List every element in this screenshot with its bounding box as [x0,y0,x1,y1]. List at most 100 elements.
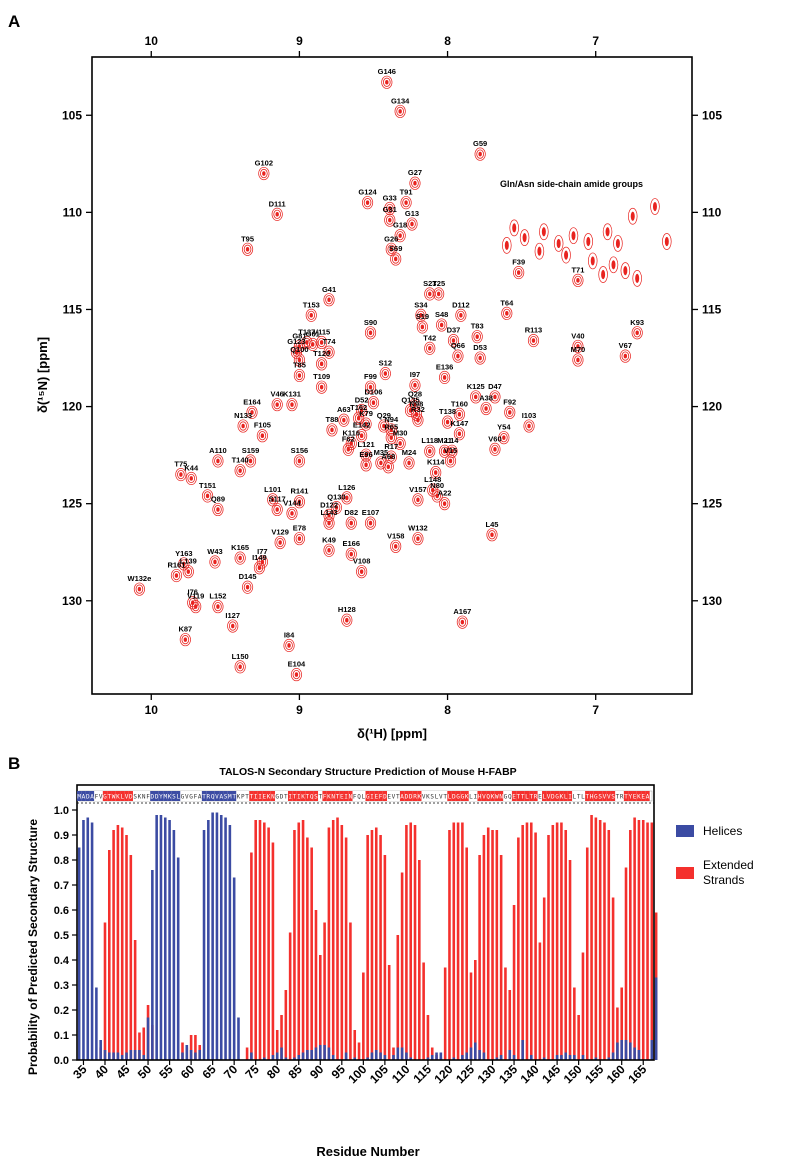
sequence-residue: G [461,794,465,801]
sequence-residue-bg [124,791,129,801]
nmr-peak-core [349,520,353,526]
nmr-peak-core [194,604,198,609]
peak-label: T162 [350,403,367,412]
sequence-residue: N [331,794,335,801]
helix-bar [155,815,158,1060]
nmr-peak-core [635,330,639,336]
nmr-peak-contour [482,403,490,414]
nmr-peak-contour [529,335,538,346]
helix-bar [560,1055,563,1060]
nmr-peak-core [389,427,393,433]
sidechain-peak [602,223,613,241]
nmr-peak-contour [414,534,422,544]
sequence-residue-bg [348,791,353,801]
sequence-residue: F [353,794,357,801]
helix-bar [185,1045,189,1060]
nmr-peak [362,196,374,210]
nmr-peak [227,619,239,633]
helix-bar [194,1052,197,1060]
hsqc-spectrum-chart: 10 10 9 9 8 8 7 7 105 105 110 110 115 115 120 120 125 125… [35,34,722,741]
helix-bar [439,1052,443,1060]
sequence-residue-bg [141,791,146,801]
peak-label: Y54 [497,423,511,432]
helix-bar [103,1050,107,1060]
x-tick-label: 115 [410,1062,434,1086]
strand-bar [517,837,520,1060]
nmr-peak-core [416,497,420,503]
nmr-peak-contour [473,332,481,342]
peak-label: N133 [234,411,252,420]
sequence-residue-bg [554,791,560,801]
sequence-residue: T [521,794,525,801]
nmr-peak-contour [458,617,467,627]
helix-bar [573,1055,576,1060]
nmr-peak-contour [440,446,449,456]
peak-label: Q28 [408,390,422,399]
nmr-peak-contour [295,355,304,365]
nmr-peak-core [231,623,235,629]
nmr-peak-contour [437,320,446,330]
nmr-peak [242,580,254,594]
strand-bar [181,1042,184,1060]
nmr-peak-contour [343,615,351,625]
sequence-residue-bg [524,791,530,801]
y-tick-label-right: 105 [702,108,722,122]
nmr-peak-core [435,493,439,499]
strand-bar [357,1042,361,1060]
nmr-peak [480,401,492,416]
x-tick-label: 9 [296,703,303,717]
sequence-residue-bg [343,791,349,801]
nmr-peak-core [439,322,444,328]
sequence-residue-bg [425,791,431,801]
helix-bar [323,1045,326,1060]
nmr-peak-contour [357,431,366,441]
helix-bar [138,1050,141,1060]
sequence-residue-bg [374,791,379,801]
nmr-peak [256,429,268,443]
nmr-peak-core [278,540,282,545]
peak-label: L139 [180,557,197,566]
nmr-peak [394,436,406,451]
peak-label: G81 [292,331,306,340]
helix-bar [228,825,232,1060]
y-tick-label: 115 [63,302,83,316]
nmr-peak-contour [418,322,427,332]
strand-bar [336,817,339,1060]
nmr-peak-contour [384,462,393,472]
nmr-peak-contour [239,421,247,431]
nmr-peak-core [260,433,265,439]
hsqc-plot-frame [91,56,693,695]
peak-label: G124 [358,188,377,197]
sidechain-peak-core [611,260,616,270]
sidechain-peak-core [541,227,546,237]
strand-bar [430,1047,434,1060]
nmr-peak-contour [214,504,222,515]
nmr-peak [631,326,643,340]
nmr-peak-core [419,312,423,318]
strand-bar [426,1015,430,1060]
peak-label: W43 [207,547,222,556]
strand-bar [529,822,533,1060]
peak-label: V119 [187,592,204,601]
sequence-residue: L [435,794,439,801]
peak-label: S159 [242,446,260,455]
sequence-residue: D [155,794,159,801]
nmr-peak-contour [574,355,582,365]
y-tick-label: 0.9 [54,830,69,842]
peak-label: E78 [293,524,306,533]
nmr-peak-contour [243,582,252,592]
nmr-peak-core [311,342,315,347]
peak-label: E142 [353,421,371,430]
nmr-peak-core [327,513,331,518]
helix-bar [90,822,94,1060]
strand-bar [116,825,120,1060]
peak-label: S69 [389,244,402,253]
nmr-peak-core [327,349,331,355]
strand-bar [495,830,499,1060]
sidechain-peak [632,270,642,287]
strand-bar [344,837,348,1060]
sidechain-peak-core [601,269,606,280]
sequence-residue-bg [111,791,116,801]
nmr-peak-core [327,297,331,303]
strand-bar [245,1047,249,1060]
